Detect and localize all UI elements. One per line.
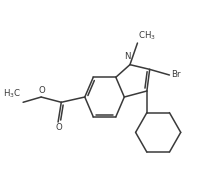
Text: H$_3$C: H$_3$C bbox=[3, 88, 22, 100]
Text: Br: Br bbox=[171, 70, 181, 79]
Text: CH$_3$: CH$_3$ bbox=[138, 29, 156, 41]
Text: O: O bbox=[39, 86, 45, 95]
Text: N: N bbox=[124, 52, 130, 61]
Text: O: O bbox=[55, 123, 62, 132]
